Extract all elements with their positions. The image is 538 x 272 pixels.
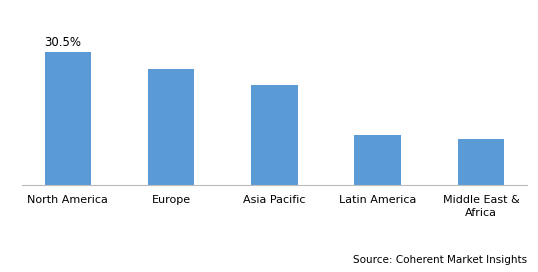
- Bar: [45, 52, 91, 185]
- Bar: [458, 139, 504, 185]
- Text: Source: Coherent Market Insights: Source: Coherent Market Insights: [353, 255, 527, 265]
- Bar: [355, 135, 401, 185]
- Bar: [251, 85, 298, 185]
- Bar: [148, 69, 194, 185]
- Text: 30.5%: 30.5%: [45, 36, 82, 49]
